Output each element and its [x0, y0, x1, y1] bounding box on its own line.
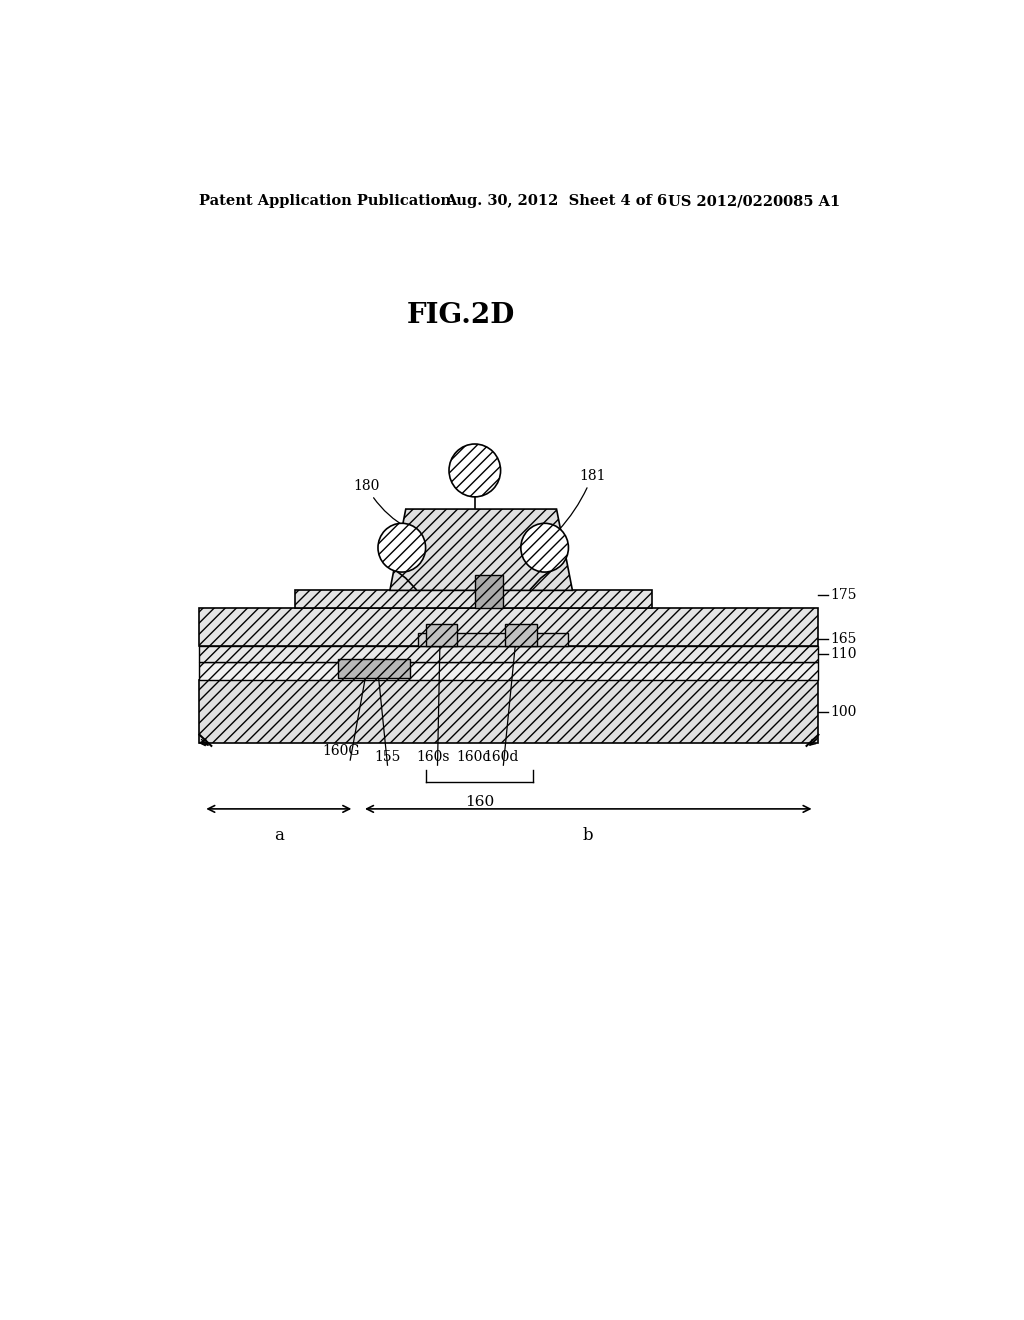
Bar [418, 634, 568, 647]
Text: US 2012/0220085 A1: US 2012/0220085 A1 [668, 194, 840, 209]
Text: 170: 170 [454, 453, 480, 492]
Text: b: b [583, 828, 594, 845]
Ellipse shape [449, 444, 501, 496]
Bar [200, 680, 818, 743]
Text: 160d: 160d [483, 750, 519, 764]
Text: 100: 100 [830, 705, 857, 719]
Text: 155: 155 [375, 750, 400, 764]
Bar [200, 607, 818, 647]
Ellipse shape [521, 523, 568, 572]
Bar [505, 624, 537, 647]
Bar [200, 647, 818, 661]
Bar [200, 661, 818, 680]
Text: FIG.2D: FIG.2D [408, 302, 515, 330]
Ellipse shape [378, 523, 426, 572]
Text: 160G: 160G [322, 744, 359, 758]
Text: 160c: 160c [456, 750, 490, 764]
Text: 160s: 160s [417, 750, 451, 764]
Text: 181: 181 [558, 469, 605, 531]
Bar [475, 576, 503, 607]
Text: 180: 180 [353, 479, 408, 528]
Polygon shape [390, 510, 572, 590]
Text: 110: 110 [830, 647, 857, 661]
Bar [295, 590, 652, 607]
Text: 175: 175 [830, 589, 857, 602]
Text: Aug. 30, 2012  Sheet 4 of 6: Aug. 30, 2012 Sheet 4 of 6 [445, 194, 668, 209]
Text: Patent Application Publication: Patent Application Publication [200, 194, 452, 209]
Bar [338, 660, 410, 677]
Bar [426, 624, 458, 647]
Text: a: a [273, 828, 284, 845]
Text: 160: 160 [465, 795, 495, 809]
Text: 165: 165 [830, 632, 857, 647]
